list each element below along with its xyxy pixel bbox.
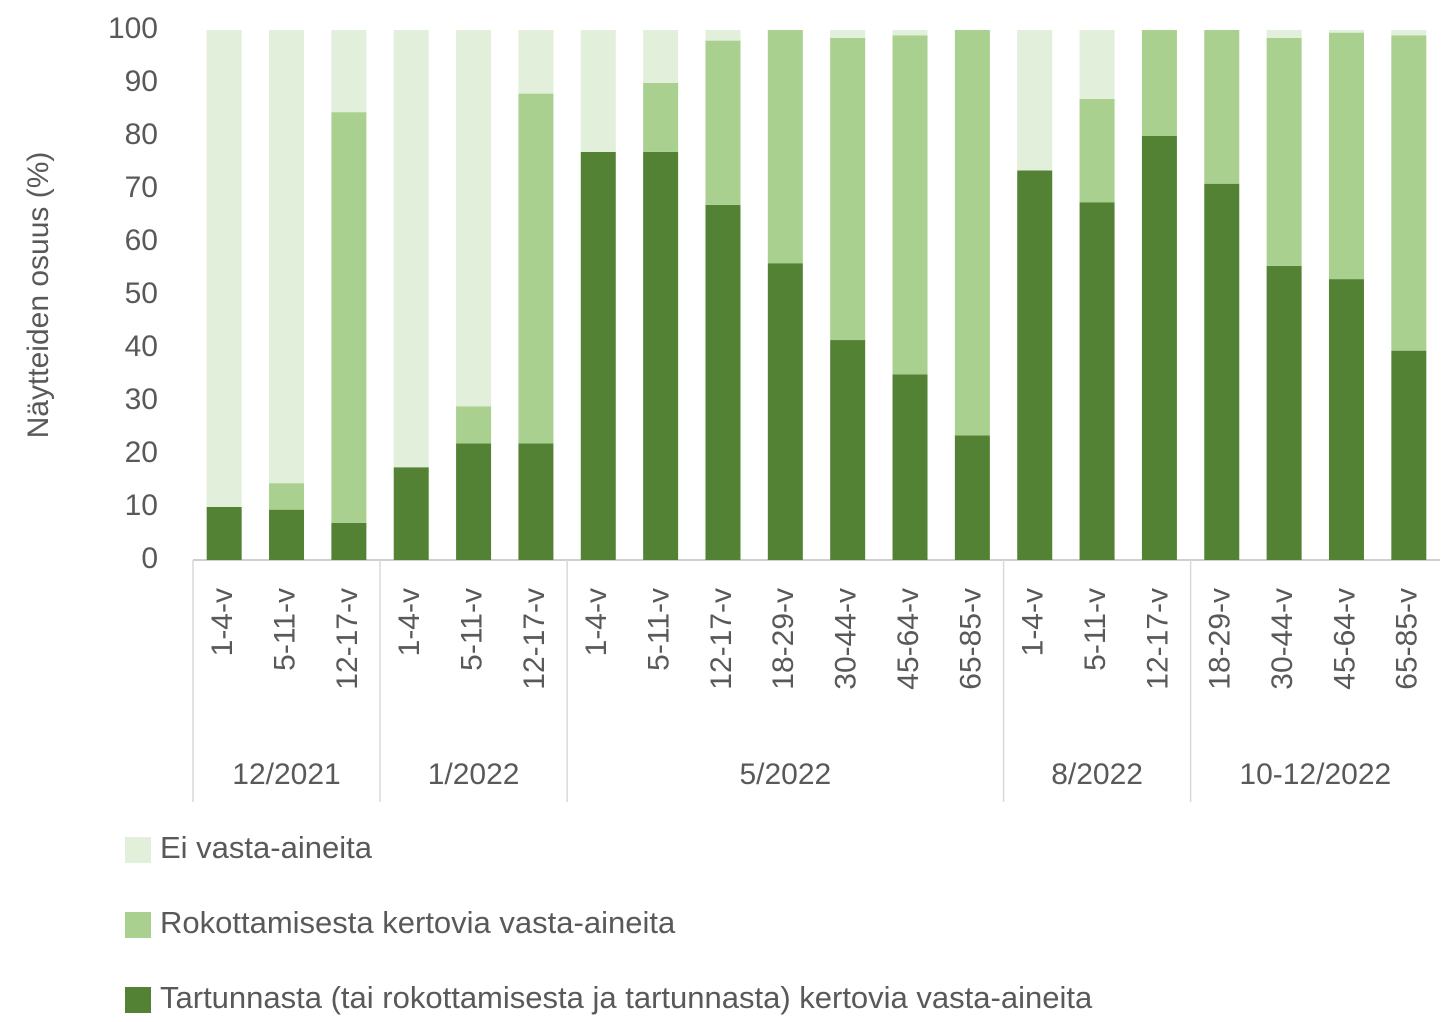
group-label: 1/2022 bbox=[428, 758, 520, 791]
x-tick-label: 1-4-v bbox=[580, 588, 613, 656]
y-tick-label: 70 bbox=[125, 171, 158, 204]
bar-segment bbox=[393, 30, 429, 468]
bar-segment bbox=[1266, 265, 1302, 560]
group-label: 10-12/2022 bbox=[1239, 758, 1391, 791]
x-tick-label: 65-85-v bbox=[954, 588, 987, 690]
bar-segment bbox=[269, 509, 305, 560]
bar-segment bbox=[705, 204, 741, 560]
bar-segment bbox=[643, 83, 679, 152]
y-tick-label: 60 bbox=[125, 224, 158, 257]
bar-segment bbox=[518, 443, 554, 560]
x-tick-label: 12-17-v bbox=[705, 588, 738, 690]
bar-segment bbox=[892, 30, 928, 36]
bar-segment bbox=[206, 507, 242, 560]
bar-segment bbox=[1266, 30, 1302, 38]
bar-segment bbox=[643, 30, 679, 83]
bar-segment bbox=[1141, 136, 1177, 560]
x-tick-label: 5-11-v bbox=[268, 588, 301, 671]
y-tick-label: 10 bbox=[125, 489, 158, 522]
group-label: 5/2022 bbox=[739, 758, 831, 791]
bar-segment bbox=[269, 483, 305, 510]
y-tick-label: 80 bbox=[125, 118, 158, 151]
x-tick-label: 12-17-v bbox=[331, 588, 364, 690]
bar-segment bbox=[1079, 98, 1115, 203]
x-tick-label: 1-4-v bbox=[206, 588, 239, 656]
y-tick-label: 30 bbox=[125, 383, 158, 416]
bar-segment bbox=[456, 406, 492, 444]
bar-segment bbox=[1017, 170, 1053, 560]
bar-segment bbox=[331, 112, 367, 523]
bar-segment bbox=[954, 435, 990, 560]
x-tick-label: 1-4-v bbox=[393, 588, 426, 656]
legend-text: Ei vasta-aineita bbox=[160, 830, 373, 865]
bar-segment bbox=[393, 467, 429, 560]
bar-segment bbox=[1328, 30, 1364, 33]
bar-segment bbox=[1328, 279, 1364, 560]
group-label: 8/2022 bbox=[1051, 758, 1143, 791]
x-tick-label: 30-44-v bbox=[830, 588, 863, 690]
x-tick-label: 12-17-v bbox=[518, 588, 551, 690]
bar-segment bbox=[830, 30, 866, 38]
bar-segment bbox=[830, 37, 866, 341]
bar-segment bbox=[1391, 30, 1427, 36]
bar-segment bbox=[456, 443, 492, 560]
y-tick-label: 40 bbox=[125, 330, 158, 363]
bar-segment bbox=[1266, 37, 1302, 266]
y-axis-label: Näytteiden osuus (%) bbox=[22, 152, 55, 439]
x-tick-label: 65-85-v bbox=[1391, 588, 1424, 690]
bar-segment bbox=[1328, 32, 1364, 280]
bar-segment bbox=[1141, 30, 1177, 136]
legend-swatch bbox=[125, 837, 151, 863]
bar-segment bbox=[206, 30, 242, 507]
bar-segment bbox=[518, 30, 554, 94]
x-tick-label: 45-64-v bbox=[892, 588, 925, 690]
bar-segment bbox=[1204, 30, 1240, 184]
bar-segment bbox=[1017, 30, 1053, 171]
y-tick-label: 50 bbox=[125, 277, 158, 310]
x-tick-label: 5-11-v bbox=[1079, 588, 1112, 671]
x-tick-label: 5-11-v bbox=[643, 588, 676, 671]
bar-segment bbox=[892, 35, 928, 375]
y-tick-label: 20 bbox=[125, 436, 158, 469]
x-tick-label: 30-44-v bbox=[1266, 588, 1299, 690]
bar-segment bbox=[643, 151, 679, 560]
bar-segment bbox=[518, 93, 554, 444]
bar-segment bbox=[954, 30, 990, 436]
y-tick-label: 0 bbox=[141, 542, 158, 575]
x-tick-label: 18-29-v bbox=[1204, 588, 1237, 690]
bar-segment bbox=[767, 30, 803, 264]
bar-segment bbox=[767, 263, 803, 560]
bar-segment bbox=[892, 374, 928, 560]
bar-segment bbox=[580, 151, 616, 560]
bar-segment bbox=[1079, 30, 1115, 99]
y-tick-label: 90 bbox=[125, 65, 158, 98]
bar-segment bbox=[705, 30, 741, 41]
y-tick-label: 100 bbox=[108, 12, 158, 45]
bar-segment bbox=[331, 522, 367, 560]
group-label: 12/2021 bbox=[232, 758, 340, 791]
legend-text: Tartunnasta (tai rokottamisesta ja tartu… bbox=[160, 980, 1093, 1015]
bar-segment bbox=[456, 30, 492, 407]
bar-segment bbox=[1391, 350, 1427, 560]
x-tick-label: 5-11-v bbox=[455, 588, 488, 671]
x-tick-label: 18-29-v bbox=[767, 588, 800, 690]
legend-text: Rokottamisesta kertovia vasta-aineita bbox=[160, 905, 676, 940]
bar-segment bbox=[1204, 183, 1240, 560]
x-tick-label: 1-4-v bbox=[1017, 588, 1050, 656]
bar-segment bbox=[1391, 35, 1427, 351]
bar-segment bbox=[1079, 202, 1115, 560]
x-tick-label: 12-17-v bbox=[1141, 588, 1174, 690]
bar-segment bbox=[580, 30, 616, 152]
legend-swatch bbox=[125, 912, 151, 938]
x-tick-label: 45-64-v bbox=[1328, 588, 1361, 690]
bar-segment bbox=[331, 30, 367, 113]
bar-segment bbox=[830, 340, 866, 560]
bar-segment bbox=[705, 40, 741, 205]
legend-swatch bbox=[125, 987, 151, 1013]
bar-segment bbox=[269, 30, 305, 484]
